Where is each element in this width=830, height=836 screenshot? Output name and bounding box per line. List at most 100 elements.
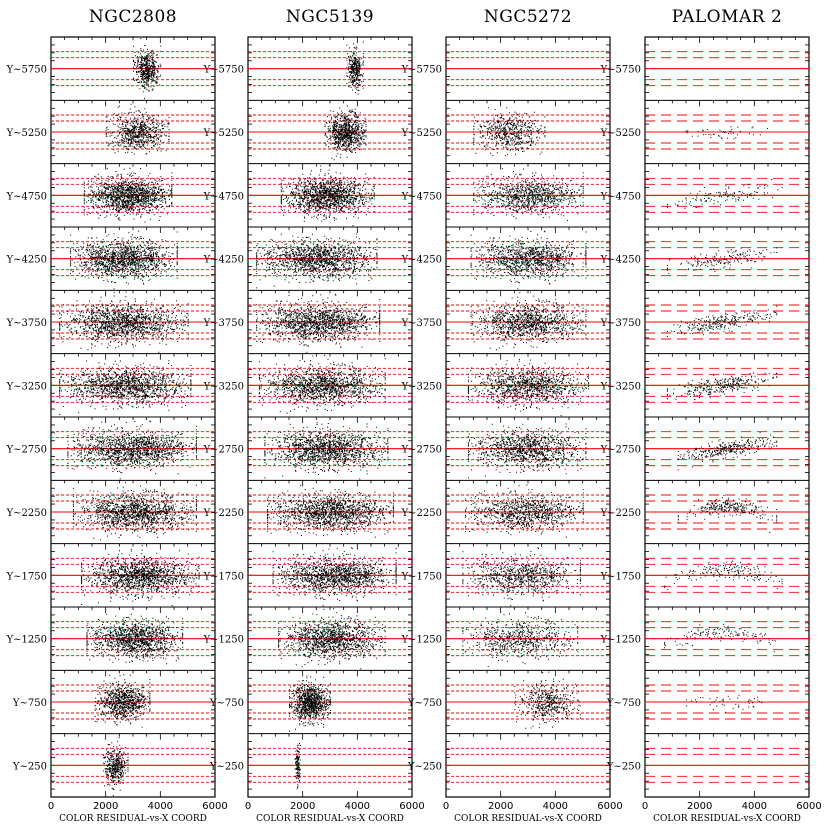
scatter-points — [258, 354, 386, 414]
row-y-5750: Y~5750 — [600, 37, 809, 93]
scatter-marks — [467, 423, 587, 479]
row-y-4250: Y~4250 — [6, 226, 215, 290]
row-y-1750: Y~1750 — [6, 543, 215, 607]
row-y-4750: Y~4750 — [401, 163, 610, 221]
row-y-2250: Y~2250 — [401, 479, 610, 538]
scatter-points — [473, 107, 546, 157]
x-axis-label: COLOR RESIDUAL-vs-X COORD — [256, 814, 404, 824]
scatter-marks — [289, 675, 331, 732]
row-label: Y~2750 — [600, 445, 641, 456]
row-label: Y~5750 — [203, 65, 244, 76]
x-tick-label: 4000 — [345, 801, 370, 812]
row-label: Y~4750 — [203, 191, 244, 202]
scatter-marks — [67, 420, 197, 480]
row-y-2250: Y~2250 — [6, 479, 215, 541]
row-y-5250: Y~5250 — [203, 99, 412, 161]
scatter-points — [677, 432, 778, 471]
row-label: Y~2250 — [600, 508, 641, 519]
x-tick-label: 2000 — [290, 801, 315, 812]
row-y-4250: Y~4250 — [600, 226, 809, 283]
panel-ngc5139: NGC5139 Y~5750 Y~5250 Y~4750 Y~4250 Y~3750 Y~3… — [203, 7, 425, 824]
panel-ngc2808: NGC2808 Y~5750 Y~5250 Y~4750 Y~4250 Y~3750 Y~3… — [6, 7, 228, 824]
scatter-marks — [514, 671, 581, 729]
scatter-marks — [256, 293, 381, 353]
scatter-points — [133, 38, 162, 100]
row-label: Y~1750 — [6, 571, 47, 582]
scatter-points — [256, 293, 381, 353]
scatter-marks — [267, 484, 394, 538]
scatter-marks — [72, 482, 197, 541]
row-label: Y~4750 — [600, 191, 641, 202]
row-label: Y~2750 — [401, 445, 442, 456]
scatter-points — [59, 360, 192, 415]
row-label: Y~5250 — [6, 128, 47, 139]
row-label: Y~1250 — [6, 635, 47, 646]
row-y-2750: Y~2750 — [600, 416, 809, 473]
scatter-points — [664, 560, 783, 591]
scatter-marks — [470, 230, 587, 290]
scatter-marks — [666, 305, 778, 337]
scatter-marks — [102, 737, 129, 797]
row-label: Y~3250 — [6, 381, 47, 392]
scatter-points — [465, 484, 584, 538]
row-y-1250: Y~1250 — [401, 606, 610, 667]
scatter-points — [256, 233, 378, 289]
x-tick-label: 2000 — [488, 801, 513, 812]
scatter-points — [467, 423, 587, 479]
x-tick-label: 0 — [245, 801, 251, 812]
row-y-5250: Y~5250 — [600, 99, 809, 157]
row-y-1750: Y~1750 — [203, 543, 412, 607]
row-y-4750: Y~4750 — [600, 163, 809, 220]
scatter-points — [81, 544, 200, 607]
row-y-5750: Y~5750 — [6, 37, 215, 100]
panel-ngc5272: NGC5272 Y~5750 Y~5250 Y~4750 Y~4250 Y~3750 Y~3… — [401, 7, 623, 824]
x-tick-label: 0 — [48, 801, 54, 812]
scatter-marks — [59, 360, 192, 415]
panel-title: NGC5272 — [484, 7, 572, 27]
panel-palomar-2: PALOMAR 2 Y~5750 Y~5250 Y~4750 Y~4250 Y~3750 Y… — [600, 7, 822, 824]
x-tick-label: 0 — [443, 801, 449, 812]
scatter-marks — [105, 103, 170, 155]
scatter-marks — [133, 38, 162, 100]
scatter-marks — [664, 560, 783, 591]
scatter-marks — [677, 432, 778, 471]
scatter-points — [686, 694, 763, 713]
scatter-marks — [346, 41, 364, 95]
row-y-250: Y~250 — [12, 733, 215, 797]
row-label: Y~4250 — [6, 255, 47, 266]
scatter-points — [86, 613, 184, 665]
row-label: Y~250 — [606, 761, 641, 772]
scatter-marks — [462, 612, 579, 667]
scatter-points — [470, 230, 587, 290]
row-label: Y~4250 — [600, 255, 641, 266]
x-tick-label: 6000 — [597, 801, 622, 812]
x-axis-label: COLOR RESIDUAL-vs-X COORD — [59, 814, 207, 824]
scatter-marks — [473, 168, 584, 221]
row-label: Y~250 — [407, 761, 442, 772]
row-label: Y~2750 — [203, 445, 244, 456]
row-y-2250: Y~2250 — [600, 479, 809, 537]
scatter-points — [83, 167, 173, 223]
row-y-3250: Y~3250 — [600, 353, 809, 410]
row-label: Y~3250 — [203, 381, 244, 392]
row-label: Y~1750 — [401, 571, 442, 582]
x-tick-label: 4000 — [543, 801, 568, 812]
row-label: Y~3750 — [6, 318, 47, 329]
row-label: Y~4250 — [401, 255, 442, 266]
x-axis-label: COLOR RESIDUAL-vs-X COORD — [653, 814, 801, 824]
scatter-marks — [677, 495, 778, 533]
scatter-marks — [258, 354, 386, 414]
row-label: Y~3750 — [600, 318, 641, 329]
row-y-2750: Y~2750 — [401, 416, 610, 479]
row-y-1250: Y~1250 — [203, 606, 412, 670]
scatter-marks — [473, 107, 546, 157]
scatter-points — [462, 612, 579, 667]
panel-title: NGC5139 — [286, 7, 374, 27]
row-label: Y~250 — [12, 761, 47, 772]
scatter-points — [462, 547, 581, 607]
row-label: Y~750 — [606, 698, 641, 709]
scatter-marks — [81, 544, 200, 607]
x-tick-label: 0 — [642, 801, 648, 812]
row-y-750: Y~750 — [606, 669, 809, 727]
scatter-marks — [462, 547, 581, 607]
